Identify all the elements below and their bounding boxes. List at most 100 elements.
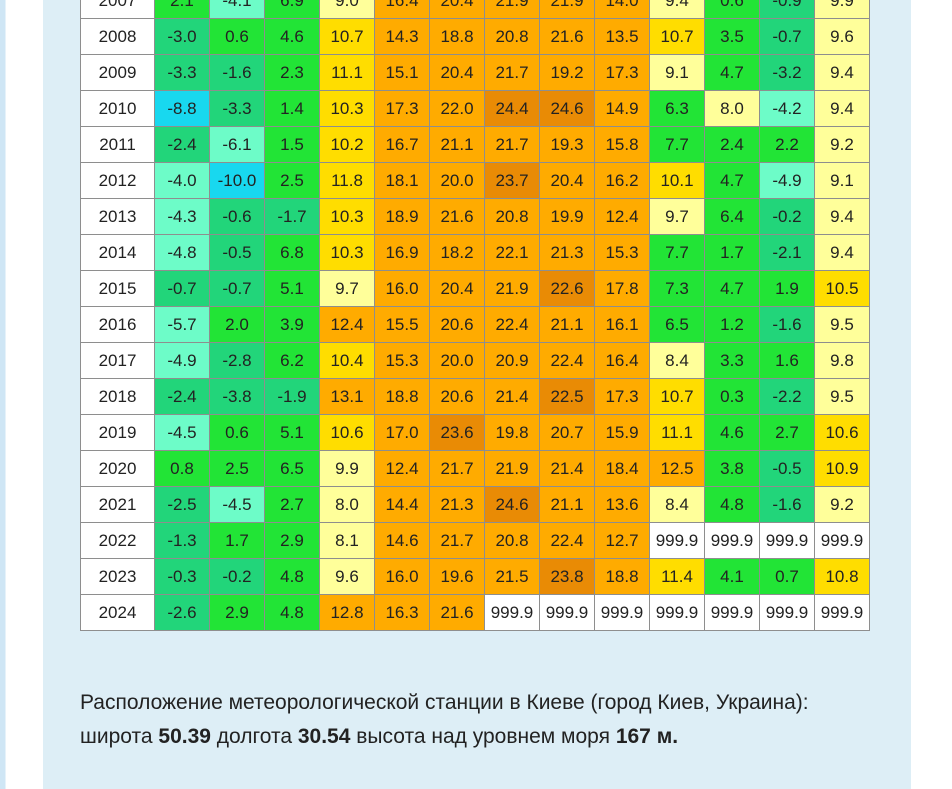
temperature-cell: 999.9 bbox=[814, 522, 870, 559]
temperature-cell: 2.4 bbox=[704, 126, 760, 163]
table-row: 2023 -0.3 -0.2 4.8 9.6 16.0 19.6 21.5 23.8 18.8 11… bbox=[80, 558, 870, 595]
temperature-cell: 14.4 bbox=[374, 486, 430, 523]
temperature-cell: -0.2 bbox=[759, 198, 815, 235]
temperature-cell: 9.4 bbox=[814, 90, 870, 127]
table-row: 2011 -2.4 -6.1 1.5 10.2 16.7 21.1 21.7 19.3 15.8 7… bbox=[80, 126, 870, 163]
temperature-cell: 23.7 bbox=[484, 162, 540, 199]
temperature-cell: 11.1 bbox=[319, 54, 375, 91]
temperature-cell: 17.0 bbox=[374, 414, 430, 451]
temperature-cell: 4.6 bbox=[264, 18, 320, 55]
temperature-cell: 2.5 bbox=[264, 162, 320, 199]
temperature-cell: 3.5 bbox=[704, 18, 760, 55]
temperature-cell: 21.9 bbox=[539, 0, 595, 19]
temperature-cell: 21.9 bbox=[484, 450, 540, 487]
temperature-cell: 19.6 bbox=[429, 558, 485, 595]
temperature-cell: -2.1 bbox=[759, 234, 815, 271]
table-row: 2024 -2.6 2.9 4.8 12.8 16.3 21.6 999.9 999.9 999.… bbox=[80, 594, 870, 631]
temperature-cell: -0.7 bbox=[209, 270, 265, 307]
temperature-cell: 24.6 bbox=[484, 486, 540, 523]
temperature-cell: 8.0 bbox=[704, 90, 760, 127]
latitude-label: широта bbox=[80, 725, 153, 748]
temperature-cell: -4.1 bbox=[209, 0, 265, 19]
temperature-cell: 2.7 bbox=[759, 414, 815, 451]
table-row: 2020 0.8 2.5 6.5 9.9 12.4 21.7 21.9 21.4 18.4 12.5… bbox=[80, 450, 870, 487]
left-page-edge bbox=[0, 0, 5, 789]
temperature-cell: 9.0 bbox=[319, 0, 375, 19]
temperature-cell: 17.3 bbox=[594, 54, 650, 91]
temperature-cell: -1.6 bbox=[759, 306, 815, 343]
table-row: 2013 -4.3 -0.6 -1.7 10.3 18.9 21.6 20.8 19.9 12.4… bbox=[80, 198, 870, 235]
temperature-cell: 3.8 bbox=[704, 450, 760, 487]
temperature-cell: 13.1 bbox=[319, 378, 375, 415]
temperature-cell: 1.5 bbox=[264, 126, 320, 163]
temperature-cell: 12.5 bbox=[649, 450, 705, 487]
temperature-cell: 10.7 bbox=[319, 18, 375, 55]
temperature-cell: 20.4 bbox=[429, 0, 485, 19]
table-row: 2021 -2.5 -4.5 2.7 8.0 14.4 21.3 24.6 21.1 13.6 8.… bbox=[80, 486, 870, 523]
temperature-cell: -0.5 bbox=[209, 234, 265, 271]
table-row: 2012 -4.0 -10.0 2.5 11.8 18.1 20.0 23.7 20.4 16.2… bbox=[80, 162, 870, 199]
temperature-cell: 6.9 bbox=[264, 0, 320, 19]
temperature-cell: 18.1 bbox=[374, 162, 430, 199]
temperature-cell: 21.7 bbox=[429, 522, 485, 559]
temperature-cell: 22.4 bbox=[539, 522, 595, 559]
temperature-cell: -0.6 bbox=[209, 198, 265, 235]
temperature-cell: 17.3 bbox=[374, 90, 430, 127]
temperature-cell: 9.5 bbox=[814, 378, 870, 415]
temperature-cell: 10.6 bbox=[814, 414, 870, 451]
temperature-cell: 4.6 bbox=[704, 414, 760, 451]
temperature-cell: -6.1 bbox=[209, 126, 265, 163]
temperature-cell: -3.2 bbox=[759, 54, 815, 91]
temperature-cell: 21.1 bbox=[429, 126, 485, 163]
temperature-cell: -10.0 bbox=[209, 162, 265, 199]
year-cell: 2016 bbox=[80, 306, 155, 343]
temperature-cell: 8.0 bbox=[319, 486, 375, 523]
temperature-cell: 19.2 bbox=[539, 54, 595, 91]
temperature-cell: 6.8 bbox=[264, 234, 320, 271]
temperature-cell: 13.6 bbox=[594, 486, 650, 523]
temperature-cell: 10.4 bbox=[319, 342, 375, 379]
temperature-cell: 4.1 bbox=[704, 558, 760, 595]
temperature-table-body: 2007 2.1 -4.1 6.9 9.0 16.4 20.4 21.9 21.9 14.0 9.4… bbox=[80, 0, 870, 631]
temperature-cell: 21.3 bbox=[539, 234, 595, 271]
temperature-cell: -1.6 bbox=[209, 54, 265, 91]
temperature-cell: 20.4 bbox=[539, 162, 595, 199]
table-row: 2010 -8.8 -3.3 1.4 10.3 17.3 22.0 24.4 24.6 14.9 6… bbox=[80, 90, 870, 127]
temperature-cell: -1.9 bbox=[264, 378, 320, 415]
temperature-cell: -0.5 bbox=[759, 450, 815, 487]
temperature-cell: 22.6 bbox=[539, 270, 595, 307]
temperature-cell: 20.0 bbox=[429, 162, 485, 199]
temperature-cell: 9.9 bbox=[814, 0, 870, 19]
station-coordinates: широта 50.39 долгота 30.54 высота над ур… bbox=[80, 720, 870, 754]
temperature-cell: 0.3 bbox=[704, 378, 760, 415]
temperature-cell: 999.9 bbox=[484, 594, 540, 631]
temperature-cell: 2.3 bbox=[264, 54, 320, 91]
temperature-cell: 4.8 bbox=[704, 486, 760, 523]
temperature-cell: 1.7 bbox=[209, 522, 265, 559]
temperature-cell: -2.4 bbox=[154, 126, 210, 163]
temperature-cell: 10.1 bbox=[649, 162, 705, 199]
temperature-cell: 999.9 bbox=[539, 594, 595, 631]
temperature-cell: -1.3 bbox=[154, 522, 210, 559]
temperature-cell: 7.7 bbox=[649, 126, 705, 163]
year-cell: 2015 bbox=[80, 270, 155, 307]
temperature-cell: 2.2 bbox=[759, 126, 815, 163]
year-cell: 2009 bbox=[80, 54, 155, 91]
temperature-cell: 6.5 bbox=[649, 306, 705, 343]
station-location: Расположение метеорологической станции в… bbox=[80, 686, 870, 754]
temperature-cell: 2.1 bbox=[154, 0, 210, 19]
temperature-cell: -0.3 bbox=[154, 558, 210, 595]
temperature-cell: 21.7 bbox=[429, 450, 485, 487]
temperature-cell: 20.6 bbox=[429, 378, 485, 415]
temperature-cell: 23.8 bbox=[539, 558, 595, 595]
temperature-cell: 9.7 bbox=[319, 270, 375, 307]
temperature-cell: -5.7 bbox=[154, 306, 210, 343]
temperature-cell: 4.7 bbox=[704, 162, 760, 199]
left-page-edge-highlight bbox=[5, 0, 6, 789]
temperature-cell: 22.0 bbox=[429, 90, 485, 127]
temperature-cell: 21.9 bbox=[484, 0, 540, 19]
temperature-cell: 6.2 bbox=[264, 342, 320, 379]
temperature-cell: -3.0 bbox=[154, 18, 210, 55]
year-cell: 2007 bbox=[80, 0, 155, 19]
temperature-cell: 10.8 bbox=[814, 558, 870, 595]
